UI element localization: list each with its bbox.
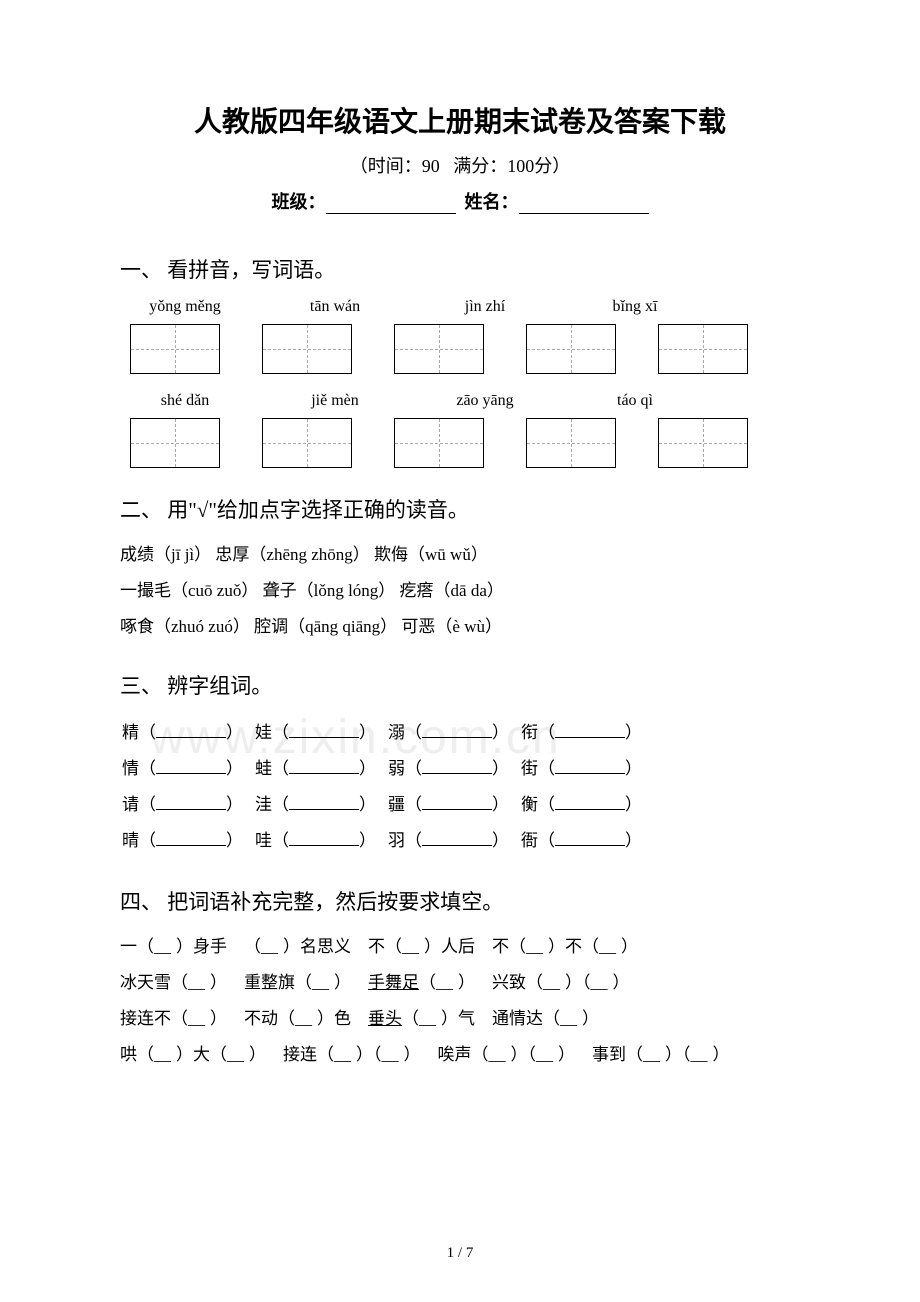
name-blank bbox=[519, 196, 649, 214]
page-number: 1 / 7 bbox=[0, 1245, 920, 1262]
boxes-row-1 bbox=[120, 324, 800, 374]
section4-line: 哄（__）大（__） 接连（__）（__） 唉声（__）（__） 事到（__）（… bbox=[120, 1038, 800, 1072]
char: 衡 bbox=[521, 795, 538, 814]
section4-content: 一（__）身手 （__）名思义 不（__）人后 不（__）不（__）冰天雪（__… bbox=[120, 930, 800, 1072]
section2-line: 啄食（zhuó zuó） 腔调（qāng qiāng） 可恶（è wù） bbox=[120, 610, 800, 644]
class-label: 班级： bbox=[272, 192, 326, 212]
char-box bbox=[130, 324, 220, 374]
blank bbox=[156, 830, 226, 846]
section4-line: 冰天雪（__） 重整旗（__） 手舞足（__） 兴致（__）（__） bbox=[120, 966, 800, 1000]
char: 弱 bbox=[388, 759, 405, 778]
table-row: 晴（） 哇（） 羽（） 衙（） bbox=[122, 824, 652, 858]
blank bbox=[156, 758, 226, 774]
char-box bbox=[262, 418, 352, 468]
pinyin-item: zāo yāng bbox=[440, 392, 530, 410]
char: 情 bbox=[122, 759, 139, 778]
section4-header: 四、 把词语补充完整，然后按要求填空。 bbox=[120, 886, 800, 916]
char: 蛙 bbox=[255, 759, 272, 778]
boxes-row-2 bbox=[120, 418, 800, 468]
char: 请 bbox=[122, 795, 139, 814]
blank bbox=[156, 722, 226, 738]
table-row: 精（） 娃（） 溺（） 衔（） bbox=[122, 716, 652, 750]
subtitle: （时间：90 满分：100分） bbox=[120, 152, 800, 178]
section3-table: 精（） 娃（） 溺（） 衔（） 情（） 蛙（） 弱（） 街（） 请（） 洼（） … bbox=[120, 714, 654, 860]
char: 羽 bbox=[388, 831, 405, 850]
blank bbox=[422, 758, 492, 774]
section4-line: 一（__）身手 （__）名思义 不（__）人后 不（__）不（__） bbox=[120, 930, 800, 964]
blank bbox=[422, 830, 492, 846]
char: 疆 bbox=[388, 795, 405, 814]
char-box bbox=[394, 324, 484, 374]
pinyin-item: shé dǎn bbox=[140, 392, 230, 410]
pinyin-row-2: shé dǎn jiě mèn zāo yāng táo qì bbox=[120, 392, 800, 410]
char: 溺 bbox=[388, 723, 405, 742]
char-box bbox=[394, 418, 484, 468]
subtitle-time: （时间：90 bbox=[350, 156, 440, 176]
char: 衙 bbox=[521, 831, 538, 850]
class-blank bbox=[326, 196, 456, 214]
blank bbox=[555, 722, 625, 738]
pinyin-item: bǐng xī bbox=[590, 298, 680, 316]
char: 娃 bbox=[255, 723, 272, 742]
char: 精 bbox=[122, 723, 139, 742]
blank bbox=[422, 794, 492, 810]
page-title: 人教版四年级语文上册期末试卷及答案下载 bbox=[120, 100, 800, 140]
blank bbox=[156, 794, 226, 810]
page-content: 人教版四年级语文上册期末试卷及答案下载 （时间：90 满分：100分） 班级： … bbox=[120, 100, 800, 1072]
char: 洼 bbox=[255, 795, 272, 814]
char-box bbox=[262, 324, 352, 374]
blank bbox=[289, 722, 359, 738]
info-line: 班级： 姓名： bbox=[120, 188, 800, 214]
char-box bbox=[526, 324, 616, 374]
table-row: 请（） 洼（） 疆（） 衡（） bbox=[122, 788, 652, 822]
pinyin-item: jiě mèn bbox=[290, 392, 380, 410]
blank bbox=[289, 794, 359, 810]
blank bbox=[289, 830, 359, 846]
blank bbox=[555, 794, 625, 810]
section1-header: 一、 看拼音，写词语。 bbox=[120, 254, 800, 284]
blank bbox=[555, 830, 625, 846]
pinyin-item: yǒng měng bbox=[140, 298, 230, 316]
pinyin-item: tān wán bbox=[290, 298, 380, 316]
char-box bbox=[658, 418, 748, 468]
table-row: 情（） 蛙（） 弱（） 街（） bbox=[122, 752, 652, 786]
section4-line: 接连不（__） 不动（__）色 垂头（__）气 通情达（__） bbox=[120, 1002, 800, 1036]
char-box bbox=[130, 418, 220, 468]
name-label: 姓名： bbox=[465, 192, 519, 212]
char: 街 bbox=[521, 759, 538, 778]
blank bbox=[555, 758, 625, 774]
char-box bbox=[526, 418, 616, 468]
pinyin-item: jìn zhí bbox=[440, 298, 530, 316]
section3-header: 三、 辨字组词。 bbox=[120, 670, 800, 700]
section2-line: 成绩（jī jì） 忠厚（zhēng zhōng） 欺侮（wū wǔ） bbox=[120, 538, 800, 572]
char: 晴 bbox=[122, 831, 139, 850]
char-box bbox=[658, 324, 748, 374]
pinyin-row-1: yǒng měng tān wán jìn zhí bǐng xī bbox=[120, 298, 800, 316]
section2-line: 一撮毛（cuō zuǒ） 聋子（lǒng lóng） 疙瘩（dā da） bbox=[120, 574, 800, 608]
blank bbox=[289, 758, 359, 774]
blank bbox=[422, 722, 492, 738]
section2-header: 二、 用"√"给加点字选择正确的读音。 bbox=[120, 494, 800, 524]
char: 哇 bbox=[255, 831, 272, 850]
pinyin-item: táo qì bbox=[590, 392, 680, 410]
subtitle-score: 满分：100分） bbox=[453, 156, 570, 176]
char: 衔 bbox=[521, 723, 538, 742]
